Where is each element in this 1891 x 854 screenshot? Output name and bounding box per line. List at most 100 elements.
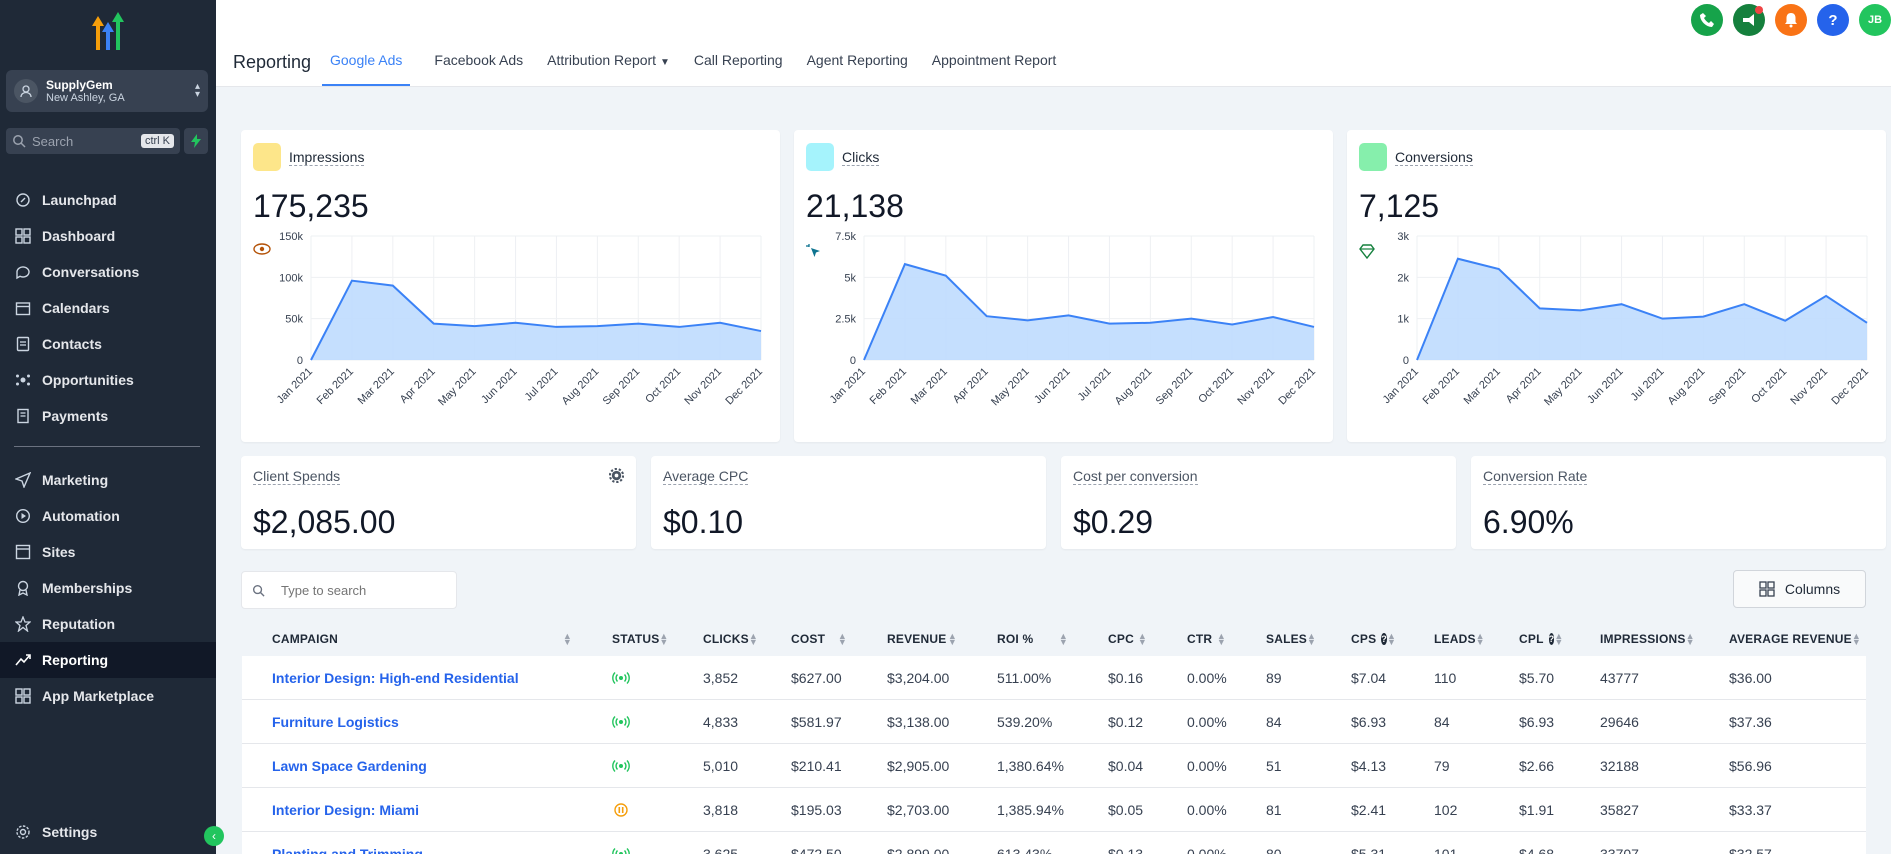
table-cell: 81 bbox=[1236, 802, 1321, 818]
y-tick-label: 7.5k bbox=[835, 231, 856, 243]
table-cell: $2,899.00 bbox=[857, 846, 967, 854]
campaign-link[interactable]: Planting and Trimming bbox=[272, 845, 423, 854]
conversion-rate-card: Conversion Rate 6.90% bbox=[1471, 456, 1886, 549]
sidebar-item-payments[interactable]: Payments bbox=[0, 398, 216, 434]
tab-agent-reporting[interactable]: Agent Reporting bbox=[806, 52, 908, 68]
campaign-link[interactable]: Interior Design: High-end Residential bbox=[272, 669, 519, 686]
help-button[interactable]: ? bbox=[1817, 4, 1849, 36]
sort-icon[interactable]: ▲ ▼ bbox=[947, 631, 957, 647]
column-header[interactable]: IMPRESSIONS ▲ ▼ bbox=[1570, 631, 1699, 647]
sort-icon[interactable]: ▲ ▼ bbox=[837, 631, 847, 647]
column-header-label: CAMPAIGN bbox=[272, 632, 339, 646]
sort-icon[interactable]: ▲ ▼ bbox=[1058, 631, 1068, 647]
cell-ctr: 0.00% bbox=[1187, 757, 1227, 774]
column-header[interactable]: CPS? ▲ ▼ bbox=[1321, 631, 1404, 647]
column-header[interactable]: ROI % ▲ ▼ bbox=[967, 631, 1078, 647]
column-header[interactable]: STATUS ▲ ▼ bbox=[582, 631, 673, 647]
campaign-link[interactable]: Furniture Logistics bbox=[272, 713, 399, 730]
account-location: New Ashley, GA bbox=[46, 92, 125, 104]
table-search-input[interactable] bbox=[281, 582, 441, 598]
sort-icon[interactable]: ▲ ▼ bbox=[1685, 631, 1695, 647]
tab-call-reporting[interactable]: Call Reporting bbox=[693, 52, 783, 68]
announcements-button[interactable] bbox=[1733, 4, 1765, 36]
column-header[interactable]: CLICKS ▲ ▼ bbox=[673, 631, 761, 647]
cell-cpl: $2.66 bbox=[1519, 757, 1555, 774]
table-cell: 29646 bbox=[1570, 714, 1699, 730]
sidebar-item-conversations[interactable]: Conversations bbox=[0, 254, 216, 290]
account-switcher[interactable]: SupplyGem New Ashley, GA ▴ ▾ bbox=[6, 70, 208, 112]
table-row[interactable]: Interior Design: Miami 3,818 $195.03 $2,703… bbox=[242, 788, 1866, 832]
sort-icon[interactable]: ▲ ▼ bbox=[1851, 631, 1861, 647]
table-row[interactable]: Lawn Space Gardening 5,010 $210.41 $2,905.0… bbox=[242, 744, 1866, 788]
sort-icon[interactable]: ▲ ▼ bbox=[748, 631, 758, 647]
sort-icon[interactable]: ▲ ▼ bbox=[1475, 631, 1485, 647]
collapse-sidebar-button[interactable]: ‹ bbox=[204, 826, 224, 846]
sort-icon[interactable]: ▲ ▼ bbox=[1137, 631, 1147, 647]
table-cell: Lawn Space Gardening bbox=[242, 758, 582, 774]
column-header[interactable]: CTR ▲ ▼ bbox=[1157, 631, 1236, 647]
sort-icon[interactable]: ▲ ▼ bbox=[1216, 631, 1226, 647]
series-line bbox=[1416, 257, 1868, 361]
series-line bbox=[310, 279, 762, 361]
help-circle-icon[interactable]: ? bbox=[1381, 633, 1387, 645]
column-header[interactable]: COST ▲ ▼ bbox=[761, 631, 857, 647]
gear-icon[interactable] bbox=[609, 468, 624, 483]
sidebar-item-launchpad[interactable]: Launchpad bbox=[0, 182, 216, 218]
sort-icon[interactable]: ▲ ▼ bbox=[659, 631, 669, 647]
table-row[interactable]: Planting and Trimming 3,625 $472.50 $2,899.… bbox=[242, 832, 1866, 854]
columns-button[interactable]: Columns bbox=[1733, 570, 1866, 608]
y-tick-label: 1k bbox=[1397, 314, 1409, 326]
user-avatar[interactable]: JB bbox=[1859, 4, 1891, 36]
sidebar-item-opportunities[interactable]: Opportunities bbox=[0, 362, 216, 398]
table-row[interactable]: Interior Design: High-end Residential 3,8… bbox=[242, 656, 1866, 700]
campaign-link[interactable]: Interior Design: Miami bbox=[272, 801, 420, 818]
column-header[interactable]: REVENUE ▲ ▼ bbox=[857, 631, 967, 647]
column-header[interactable]: SALES ▲ ▼ bbox=[1236, 631, 1321, 647]
sidebar-item-reputation[interactable]: Reputation bbox=[0, 606, 216, 642]
sidebar-search[interactable]: Search ctrl K bbox=[6, 128, 180, 154]
tab-facebook-ads[interactable]: Facebook Ads bbox=[434, 52, 524, 68]
sidebar-item-memberships[interactable]: Memberships bbox=[0, 570, 216, 606]
cell-cost: $472.50 bbox=[791, 845, 842, 854]
phone-button[interactable] bbox=[1691, 4, 1723, 36]
table-cell: $2.66 bbox=[1489, 758, 1570, 774]
column-header[interactable]: CAMPAIGN ▲ ▼ bbox=[242, 631, 582, 647]
tab-attribution-report[interactable]: Attribution Report ▼ bbox=[547, 52, 670, 86]
cell-cpc: $0.13 bbox=[1108, 845, 1144, 854]
help-circle-icon[interactable]: ? bbox=[1548, 633, 1555, 645]
tab-google-ads[interactable]: Google Ads bbox=[322, 52, 411, 86]
column-header[interactable]: CPL? ▲ ▼ bbox=[1489, 631, 1570, 647]
column-header[interactable]: LEADS ▲ ▼ bbox=[1404, 631, 1489, 647]
conversions-chart: 0 1k 2k 3k Jan 2021 Feb 2021 Mar 2021 Apr 2021M… bbox=[1381, 231, 1871, 408]
column-header[interactable]: CPC ▲ ▼ bbox=[1078, 631, 1157, 647]
sidebar-item-app-marketplace[interactable]: App Marketplace bbox=[0, 678, 216, 714]
sidebar-item-settings[interactable]: Settings bbox=[0, 814, 216, 850]
column-header[interactable]: AVERAGE REVENUE ▲ ▼ bbox=[1699, 631, 1866, 647]
cell-ctr: 0.00% bbox=[1187, 669, 1227, 686]
tab-appointment-report[interactable]: Appointment Report bbox=[931, 52, 1057, 68]
x-tick-label: Mar 2021 bbox=[1462, 366, 1503, 407]
sidebar-item-calendars[interactable]: Calendars bbox=[0, 290, 216, 326]
sidebar-item-sites[interactable]: Sites bbox=[0, 534, 216, 570]
notifications-button[interactable] bbox=[1775, 4, 1807, 36]
x-tick-label: May 2021 bbox=[989, 366, 1032, 409]
x-tick-label: Dec 2021 bbox=[723, 366, 765, 408]
sort-icon[interactable]: ▲ ▼ bbox=[1307, 631, 1317, 647]
clicks-total: 21,138 bbox=[806, 188, 904, 224]
sort-icon[interactable]: ▲ ▼ bbox=[1554, 631, 1564, 647]
table-row[interactable]: Furniture Logistics 4,833 $581.97 $3,138.00… bbox=[242, 700, 1866, 744]
sidebar-item-contacts[interactable]: Contacts bbox=[0, 326, 216, 362]
account-avatar-icon bbox=[14, 79, 38, 103]
sidebar-item-dashboard[interactable]: Dashboard bbox=[0, 218, 216, 254]
client-spends-value: $2,085.00 bbox=[253, 504, 396, 540]
table-cell: $210.41 bbox=[761, 758, 857, 774]
x-tick-label: Jul 2021 bbox=[523, 366, 561, 404]
table-search[interactable] bbox=[241, 571, 457, 609]
campaign-link[interactable]: Lawn Space Gardening bbox=[272, 757, 427, 774]
quick-actions-button[interactable] bbox=[184, 128, 208, 154]
sort-icon[interactable]: ▲ ▼ bbox=[562, 631, 572, 647]
sort-icon[interactable]: ▲ ▼ bbox=[1386, 631, 1397, 647]
sidebar-item-automation[interactable]: Automation bbox=[0, 498, 216, 534]
sidebar-item-marketing[interactable]: Marketing bbox=[0, 462, 216, 498]
sidebar-item-reporting[interactable]: Reporting bbox=[0, 642, 216, 678]
